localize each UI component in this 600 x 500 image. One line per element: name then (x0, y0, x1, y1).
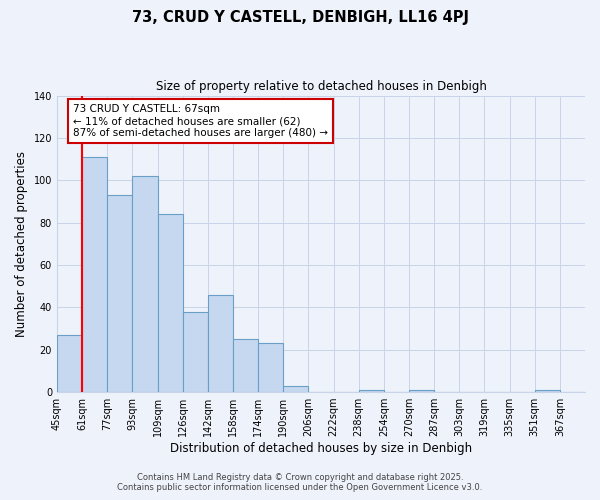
Text: Contains HM Land Registry data © Crown copyright and database right 2025.
Contai: Contains HM Land Registry data © Crown c… (118, 473, 482, 492)
Bar (258, 344, 283, 392)
Text: 73, CRUD Y CASTELL, DENBIGH, LL16 4PJ: 73, CRUD Y CASTELL, DENBIGH, LL16 4PJ (131, 10, 469, 25)
Bar (107, 195, 133, 392)
Bar (233, 339, 258, 392)
Bar (208, 294, 233, 392)
Bar (535, 390, 560, 392)
Bar (158, 214, 182, 392)
Bar (57, 335, 82, 392)
Y-axis label: Number of detached properties: Number of detached properties (15, 151, 28, 337)
Text: 73 CRUD Y CASTELL: 67sqm
← 11% of detached houses are smaller (62)
87% of semi-d: 73 CRUD Y CASTELL: 67sqm ← 11% of detach… (73, 104, 328, 138)
X-axis label: Distribution of detached houses by size in Denbigh: Distribution of detached houses by size … (170, 442, 472, 455)
Bar (409, 390, 434, 392)
Bar (283, 386, 308, 392)
Bar (182, 312, 208, 392)
Title: Size of property relative to detached houses in Denbigh: Size of property relative to detached ho… (155, 80, 487, 93)
Bar (359, 390, 384, 392)
Bar (133, 176, 158, 392)
Bar (82, 157, 107, 392)
